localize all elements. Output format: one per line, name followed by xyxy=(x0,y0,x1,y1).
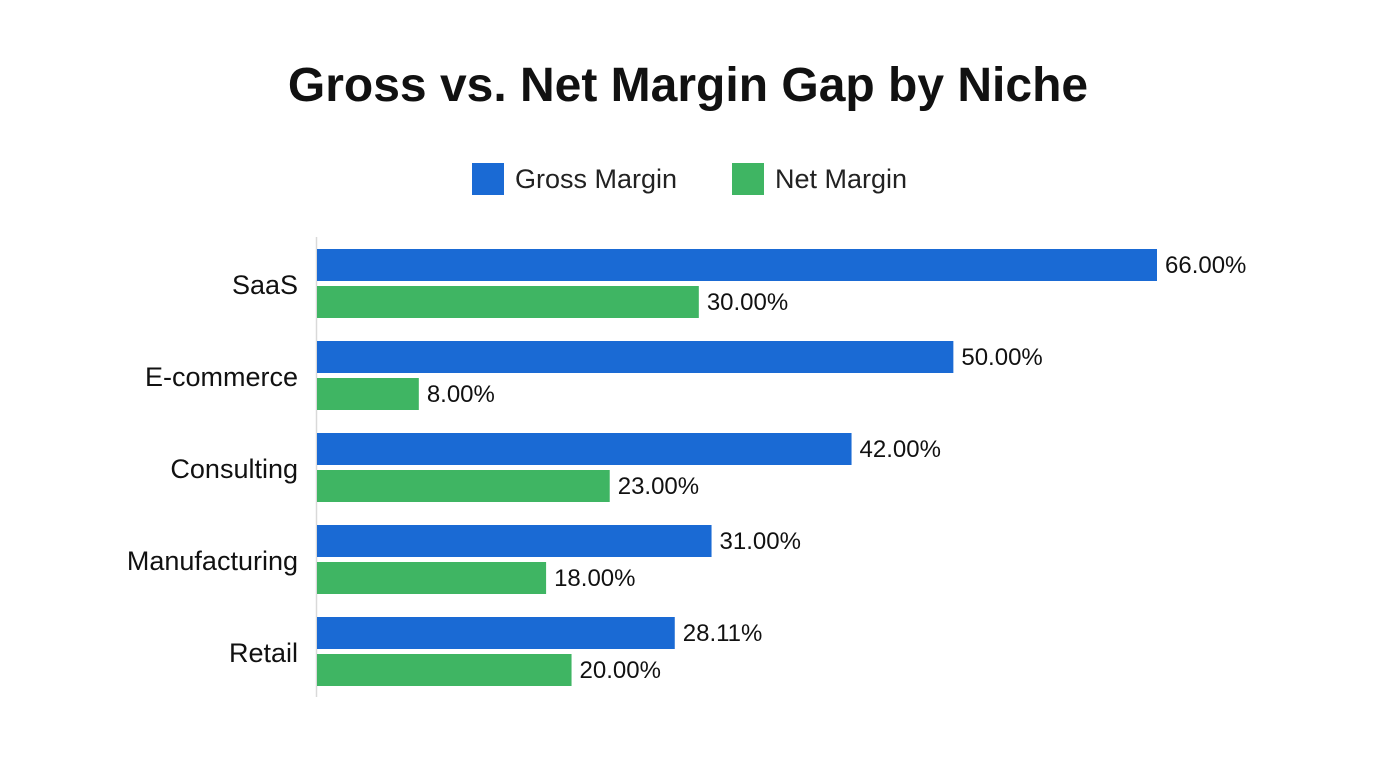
bar-net-margin-consulting xyxy=(317,470,610,502)
category-label-saas: SaaS xyxy=(232,270,298,300)
category-label-e-commerce: E-commerce xyxy=(145,362,298,392)
category-label-manufacturing: Manufacturing xyxy=(127,546,298,576)
value-label-net-margin-retail: 20.00% xyxy=(580,657,661,684)
value-label-net-margin-consulting: 23.00% xyxy=(618,473,699,500)
value-label-gross-margin-manufacturing: 31.00% xyxy=(720,528,801,555)
value-label-gross-margin-saas: 66.00% xyxy=(1165,252,1246,279)
bar-net-margin-saas xyxy=(317,286,699,318)
bar-gross-margin-manufacturing xyxy=(317,525,712,557)
bar-gross-margin-e-commerce xyxy=(317,341,954,373)
value-label-gross-margin-retail: 28.11% xyxy=(683,620,763,647)
legend-swatch-gross-margin xyxy=(472,163,504,195)
category-label-retail: Retail xyxy=(229,638,298,668)
legend-swatch-net-margin xyxy=(732,163,764,195)
value-labels: 66.00% 30.00% 50.00% 8.00% 42.00% 23.00% 31.00… xyxy=(427,252,1247,684)
value-label-net-margin-e-commerce: 8.00% xyxy=(427,381,495,408)
bar-net-margin-e-commerce xyxy=(317,378,419,410)
bar-gross-margin-saas xyxy=(317,249,1157,281)
bar-net-margin-manufacturing xyxy=(317,562,547,594)
value-label-net-margin-saas: 30.00% xyxy=(707,289,788,316)
value-label-gross-margin-e-commerce: 50.00% xyxy=(961,344,1042,371)
category-label-consulting: Consulting xyxy=(170,454,298,484)
value-label-net-margin-manufacturing: 18.00% xyxy=(554,565,635,592)
legend-label-net-margin: Net Margin xyxy=(775,164,907,194)
legend-label-gross-margin: Gross Margin xyxy=(515,164,677,194)
bar-gross-margin-retail xyxy=(317,617,675,649)
chart-title: Gross vs. Net Margin Gap by Niche xyxy=(288,59,1088,112)
bar-gross-margin-consulting xyxy=(317,433,852,465)
bar-net-margin-retail xyxy=(317,654,572,686)
value-label-gross-margin-consulting: 42.00% xyxy=(860,436,941,463)
legend: Gross Margin Net Margin xyxy=(472,163,907,195)
bars-group xyxy=(317,249,1157,686)
category-labels: SaaS E-commerce Consulting Manufacturing Ret… xyxy=(127,270,298,668)
